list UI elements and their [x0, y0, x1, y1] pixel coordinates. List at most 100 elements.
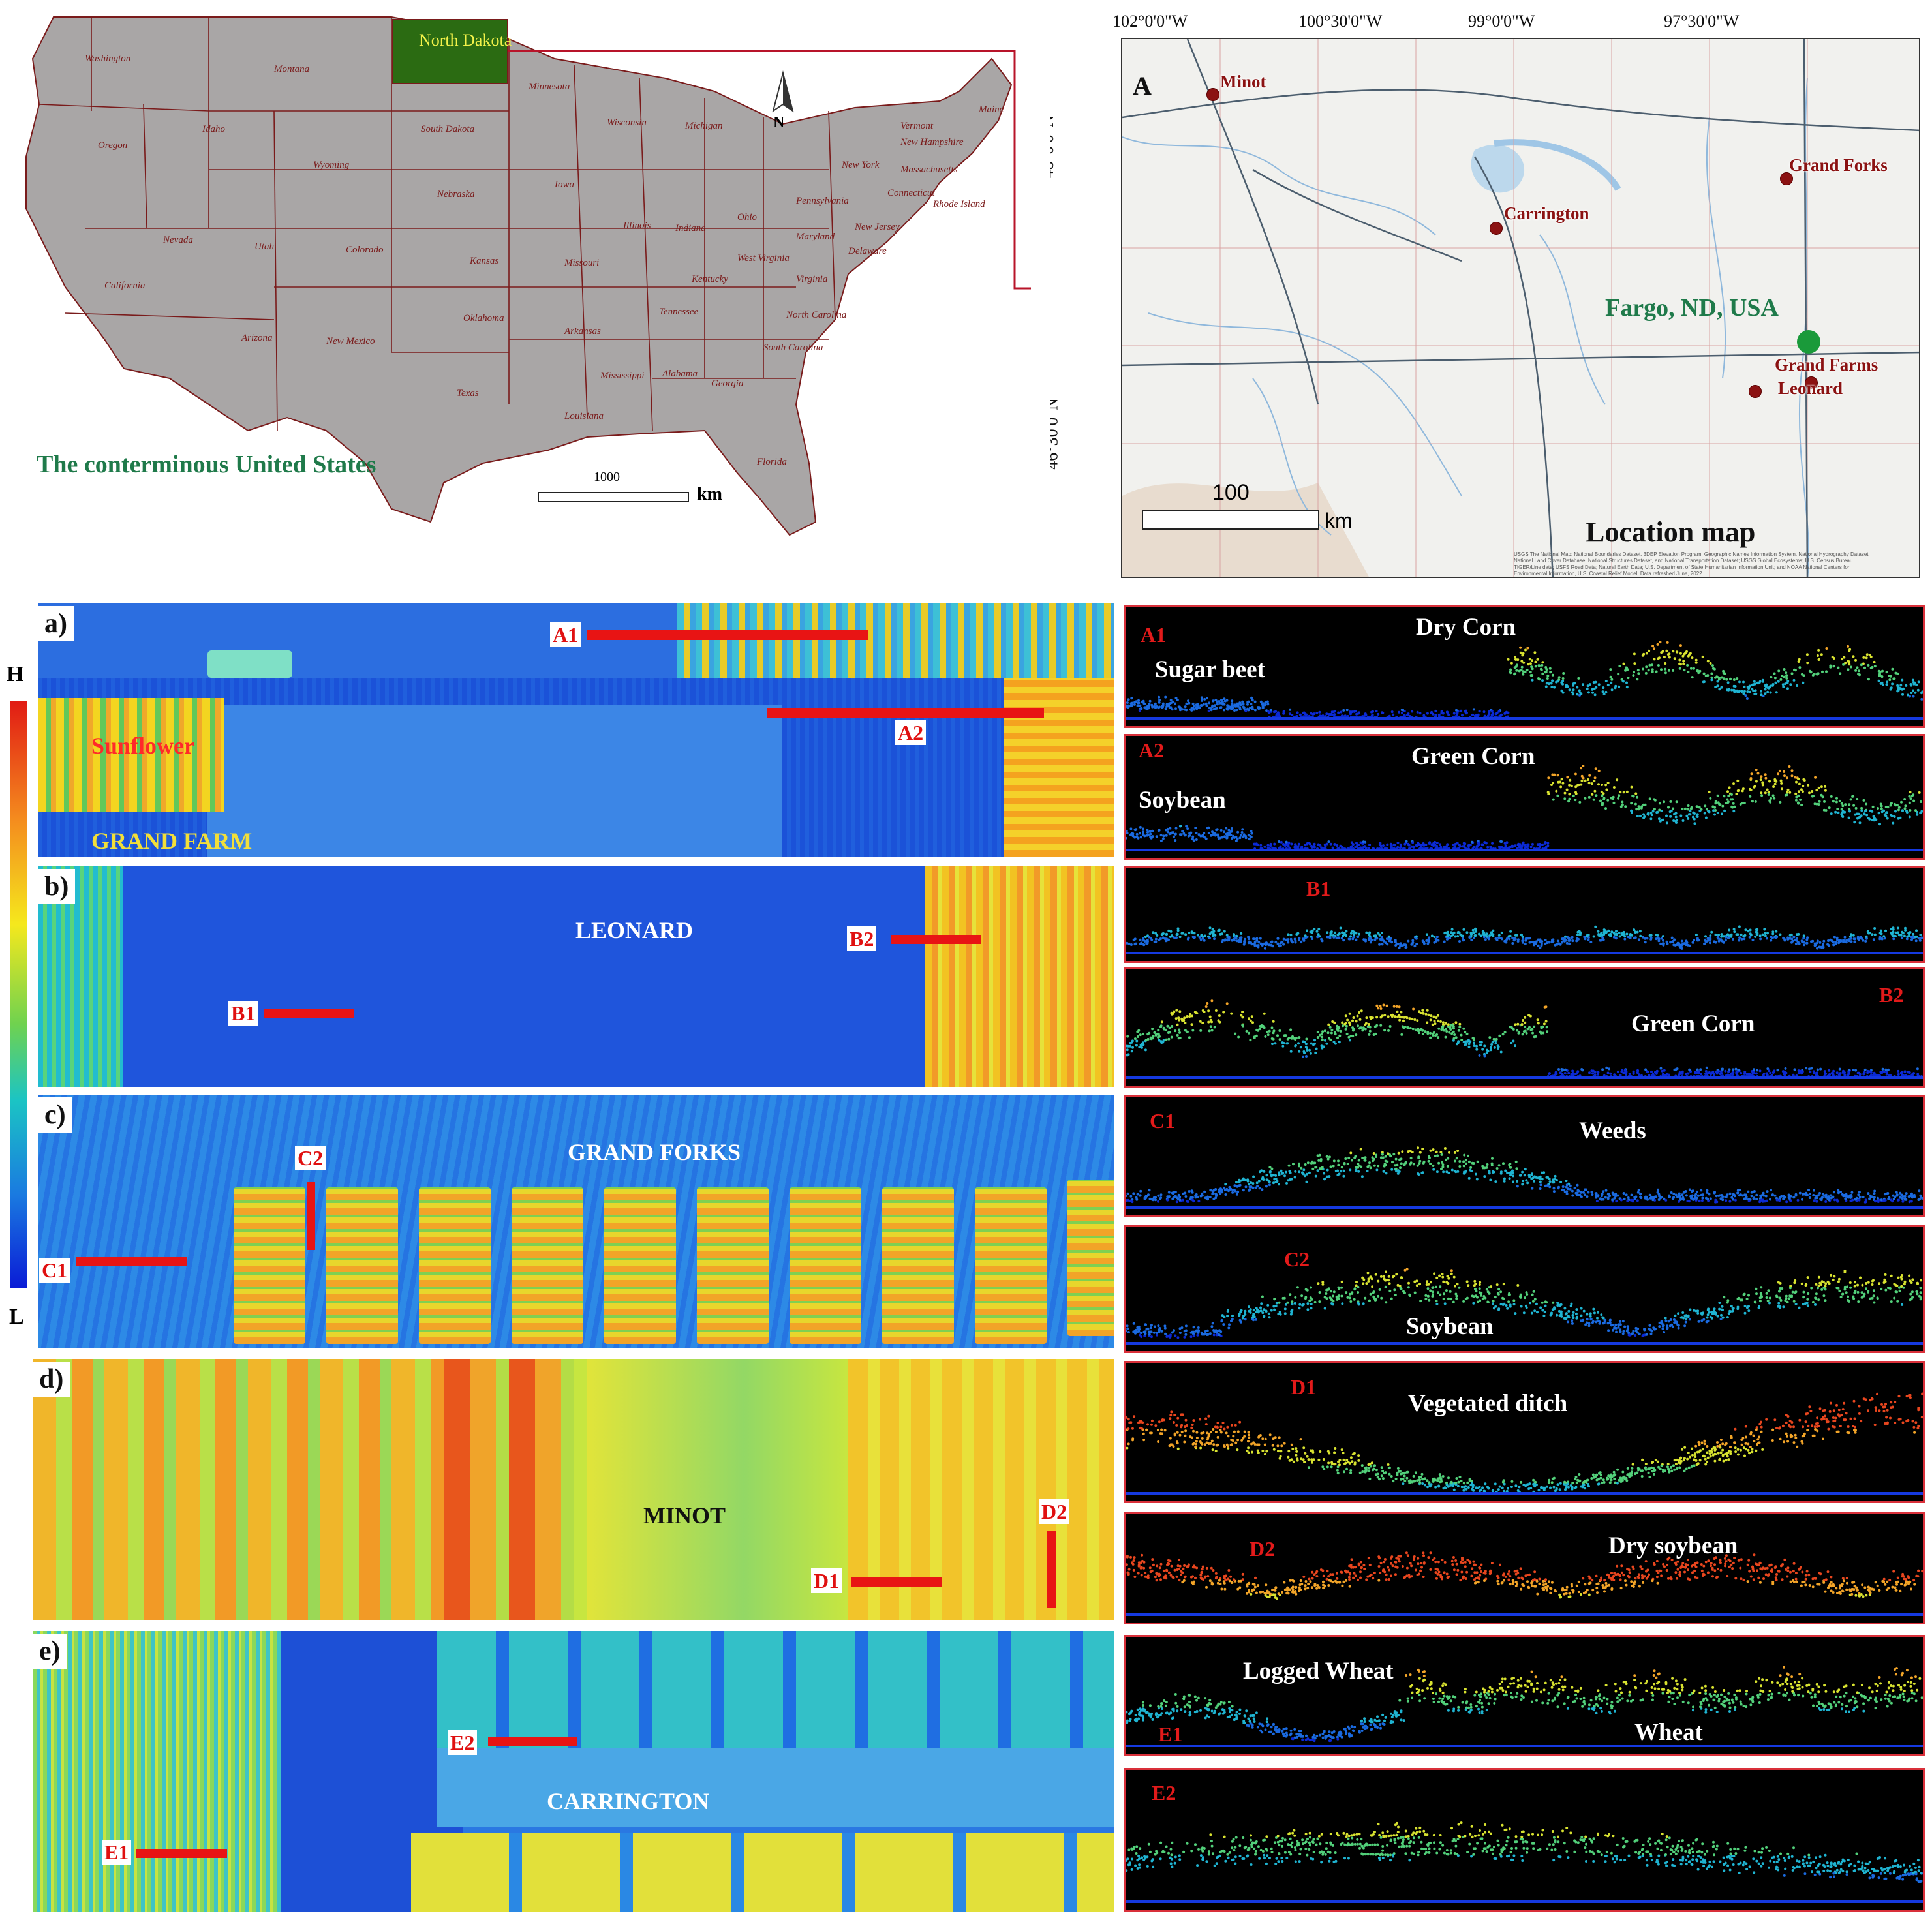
profile-label-weeds: Weeds [1579, 1118, 1646, 1144]
location-panel-letter: A [1133, 71, 1152, 100]
state-label: Idaho [202, 124, 225, 134]
state-label: South Dakota [421, 124, 475, 134]
us-scale-value: 1000 [594, 470, 620, 484]
profile-tag-d1: D1 [1291, 1375, 1317, 1399]
transect-tag-e2: E2 [448, 1730, 478, 1755]
profile-label-wheat: Wheat [1634, 1719, 1703, 1746]
plot-row [975, 1187, 1047, 1344]
ground-line [1126, 1076, 1923, 1079]
profile-label-sugar-beet: Sugar beet [1155, 656, 1265, 683]
state-label: Nevada [163, 235, 193, 245]
panel-tag-e: e) [33, 1634, 67, 1669]
panel-tag-d: d) [33, 1362, 70, 1397]
transect-tag-d1: D1 [811, 1568, 842, 1593]
ground-line [1126, 952, 1923, 954]
profile-tag-e1: E1 [1158, 1722, 1183, 1746]
point-cloud [1126, 765, 1923, 851]
point-cloud [1126, 1551, 1923, 1616]
lon-tick: 102°0'0"W [1112, 12, 1188, 31]
city-marker [1206, 88, 1219, 101]
transect-tag-a1: A1 [550, 622, 581, 647]
profile-b2 [1124, 967, 1925, 1088]
transect-c2 [307, 1182, 315, 1250]
colorbar-low-label: L [9, 1305, 24, 1329]
site-label-grand-forks: GRAND FORKS [568, 1139, 741, 1165]
state-label: Tennessee [659, 307, 699, 317]
profile-a2 [1124, 734, 1925, 860]
plot-row [604, 1187, 676, 1344]
state-label: Utah [254, 241, 274, 252]
state-label: New Hampshire [900, 137, 964, 147]
location-map-title: Location map [1586, 516, 1756, 548]
transect-e1 [136, 1849, 227, 1858]
state-label: Michigan [685, 121, 723, 131]
profile-e2 [1124, 1768, 1925, 1912]
us-map-title: The conterminous United States [37, 451, 376, 478]
city-label: Carrington [1504, 204, 1589, 223]
us-states-shape [25, 16, 1031, 536]
north-dakota-label: North Dakota [419, 31, 512, 50]
state-label: Oregon [98, 140, 128, 151]
state-label: New Jersey [855, 222, 900, 232]
state-label: New Mexico [326, 336, 375, 346]
transect-tag-b2: B2 [847, 926, 877, 951]
profile-tag-e2: E2 [1152, 1781, 1176, 1805]
state-label: Nebraska [437, 189, 475, 200]
state-label: Montana [274, 64, 310, 74]
profile-tag-c1: C1 [1150, 1109, 1176, 1133]
plot-row [697, 1187, 769, 1344]
point-cloud [1126, 999, 1923, 1079]
state-label: New York [842, 160, 880, 170]
us-scale-unit: km [697, 484, 722, 504]
state-label: Wisconsin [607, 117, 647, 128]
site-label-minot: MINOT [643, 1502, 726, 1529]
fargo-label: Fargo, ND, USA [1605, 294, 1779, 322]
city-label: Grand Farms [1775, 355, 1878, 374]
us-scale-bar [538, 492, 689, 502]
point-cloud [1126, 641, 1923, 720]
point-cloud [1126, 1392, 1923, 1495]
state-label: Colorado [346, 245, 384, 255]
profile-e1 [1124, 1635, 1925, 1756]
plot-row [234, 1187, 305, 1344]
profile-label-soybean: Soybean [1139, 787, 1226, 814]
state-label: Arizona [241, 333, 273, 343]
state-label: Mississippi [600, 371, 645, 381]
state-label: Washington [85, 53, 131, 64]
state-label: Illinois [623, 221, 651, 231]
transect-tag-a2: A2 [895, 720, 927, 745]
transect-b1 [264, 1009, 354, 1018]
height-colorbar [10, 701, 27, 1288]
ground-line [1126, 849, 1923, 851]
state-label: Vermont [900, 121, 933, 131]
plot-row [790, 1187, 861, 1344]
city-label: Grand Forks [1789, 155, 1888, 175]
plot-row [326, 1187, 398, 1344]
city-label: Leonard [1778, 378, 1843, 398]
transect-tag-c1: C1 [39, 1258, 70, 1283]
plot-rows-grand-forks [234, 1180, 1114, 1348]
lon-tick: 97°30'0"W [1664, 12, 1740, 31]
profile-tag-d2: D2 [1250, 1537, 1276, 1561]
profile-label-soybean: Soybean [1406, 1313, 1494, 1340]
ground-line [1126, 1342, 1923, 1345]
transect-a1 [587, 630, 868, 640]
profile-label-dry-corn: Dry Corn [1416, 614, 1516, 641]
north-dakota-highlight [392, 19, 508, 84]
state-label: California [104, 281, 146, 291]
plot-row [1067, 1180, 1114, 1336]
crop-label-sunflower: Sunflower [91, 733, 195, 759]
state-label: Georgia [711, 378, 744, 389]
state-label: Minnesota [529, 82, 570, 92]
profile-d2 [1124, 1512, 1925, 1624]
city-marker [1749, 385, 1762, 398]
fargo-marker [1797, 330, 1820, 354]
ground-line [1126, 1613, 1923, 1616]
state-label: Rhode Island [933, 199, 985, 209]
panel-carrington [33, 1631, 1114, 1912]
state-label: Arkansas [564, 326, 601, 337]
plot-row [512, 1187, 583, 1344]
profile-label-green-corn: Green Corn [1631, 1011, 1755, 1037]
city-marker [1780, 172, 1793, 185]
plot-row [419, 1187, 491, 1344]
